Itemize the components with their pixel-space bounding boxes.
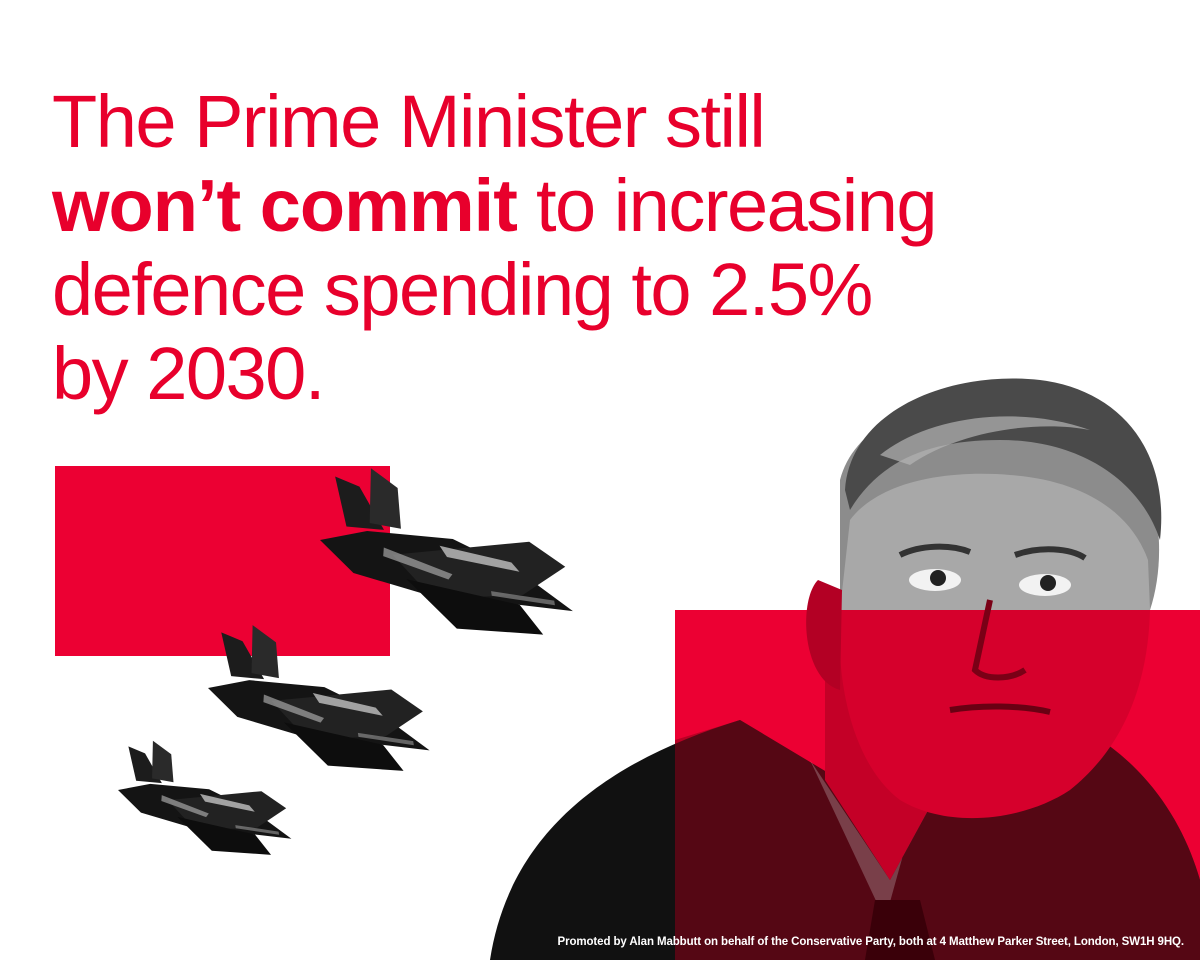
jet-2-icon bbox=[192, 616, 450, 795]
headline-line-2: won’t commit to increasing bbox=[52, 164, 952, 248]
headline-line-2-rest: to increasing bbox=[516, 164, 938, 247]
red-block-left bbox=[55, 466, 390, 656]
headline: The Prime Minister still won’t commit to… bbox=[52, 80, 952, 416]
headline-line-4: by 2030. bbox=[52, 332, 325, 415]
headline-line-3: defence spending to 2.5% bbox=[52, 248, 873, 331]
headline-line-1: The Prime Minister still bbox=[52, 80, 766, 163]
headline-emphasis: won’t commit bbox=[52, 164, 518, 247]
jet-3-icon bbox=[105, 734, 307, 874]
portrait-image bbox=[490, 378, 1200, 960]
promoted-by-imprint: Promoted by Alan Mabbutt on behalf of th… bbox=[557, 936, 1185, 948]
